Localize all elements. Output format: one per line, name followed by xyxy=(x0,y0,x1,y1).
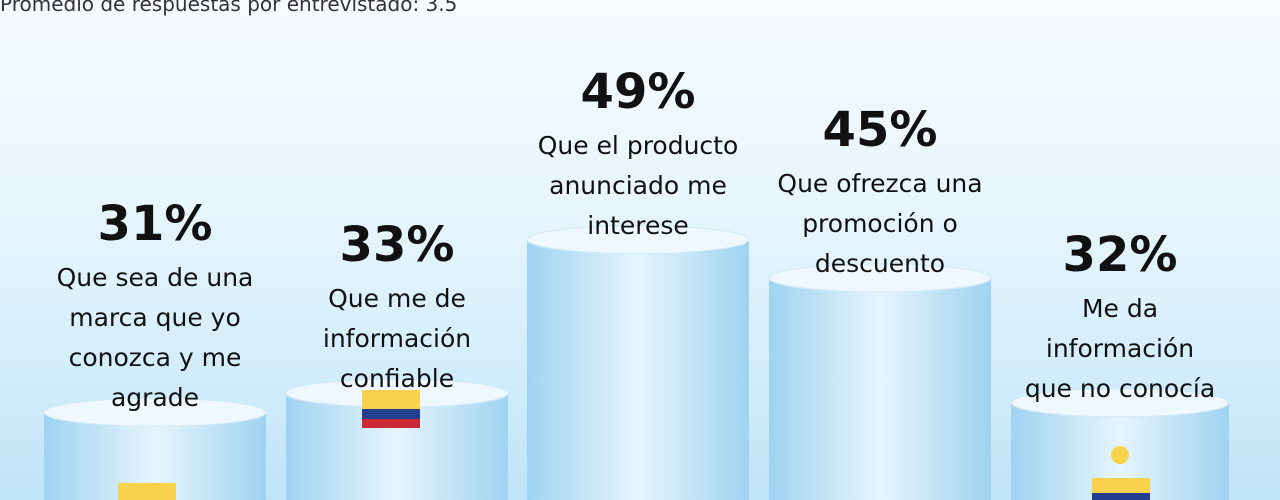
podium-cylinder-4 xyxy=(769,278,991,500)
flag-marker-icon xyxy=(118,483,176,500)
category-label-line: interese xyxy=(587,210,689,240)
partial-flag-icon xyxy=(1092,478,1150,500)
category-label-line: confiable xyxy=(339,364,455,394)
category-label-line: Me da xyxy=(1081,293,1159,323)
dot-marker-icon xyxy=(1111,446,1129,464)
value-label-2: 33% xyxy=(339,217,455,274)
flag-stripe-yellow xyxy=(362,390,420,409)
category-label-line: información xyxy=(1045,333,1195,363)
category-label-2: Que me de información confiable xyxy=(267,279,527,399)
colombia-flag-icon xyxy=(362,390,420,428)
podium-top-1 xyxy=(43,397,267,427)
category-label-line: marca que yo xyxy=(69,303,241,333)
category-label-line: conozca y me xyxy=(68,343,242,373)
category-label-line: información xyxy=(322,324,472,354)
podium-top-5 xyxy=(1010,388,1230,418)
category-label-4: Que ofrezca una promoción o descuento xyxy=(750,164,1010,284)
podium-top-4 xyxy=(768,263,992,293)
category-label-line: descuento xyxy=(814,249,946,278)
flag-stripe-red xyxy=(362,419,420,428)
podium-cylinder-3 xyxy=(527,239,749,500)
value-label-3: 49% xyxy=(580,63,696,120)
category-label-line: agrade xyxy=(110,383,200,413)
value-label-1: 31% xyxy=(97,196,213,253)
category-label-line: Que me de xyxy=(328,284,466,314)
category-label-3: Que el producto anunciado me interese xyxy=(508,126,768,246)
category-label-line: Que sea de una xyxy=(56,263,254,293)
category-label-1: Que sea de una marca que yo conozca y me ag… xyxy=(25,258,285,418)
podium-top-3 xyxy=(526,225,750,255)
value-label-4: 45% xyxy=(822,102,938,158)
category-label-line: Que el producto xyxy=(537,130,739,160)
category-label-line: que no conocía xyxy=(1024,373,1216,403)
category-label-line: promoción o xyxy=(802,209,958,238)
category-label-line: anunciado me xyxy=(549,170,727,200)
chart-subtitle: Promedio de respuestas por entrevistado:… xyxy=(0,0,458,16)
flag-stripe-blue xyxy=(1092,493,1150,500)
value-label-5: 32% xyxy=(1062,226,1178,283)
flag-stripe-blue xyxy=(362,409,420,419)
category-label-5: Me da información que no conocía xyxy=(990,289,1250,409)
category-label-line: Que ofrezca una xyxy=(777,169,983,198)
flag-stripe-yellow xyxy=(1092,478,1150,493)
